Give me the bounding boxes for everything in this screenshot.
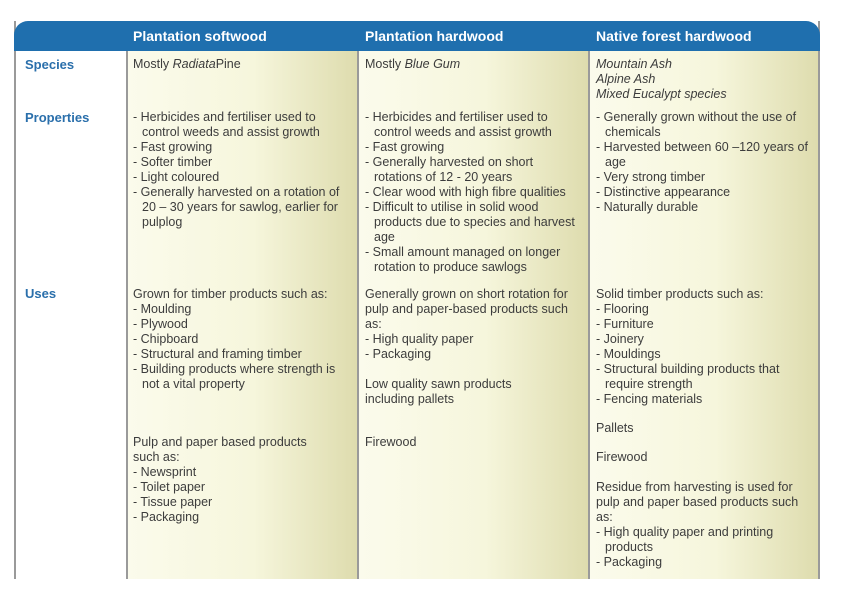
list-item: Fencing materials bbox=[596, 392, 808, 407]
header-plantation-softwood: Plantation softwood bbox=[133, 28, 267, 44]
uses-softwood-pulp: Pulp and paper based products such as: N… bbox=[133, 435, 333, 525]
uses-native-firewood: Firewood bbox=[596, 450, 648, 464]
uses-native-residue-intro: Residue from harvesting is used for pulp… bbox=[596, 480, 799, 524]
list-item: Difficult to utilise in solid wood produ… bbox=[365, 200, 578, 245]
uses-hardwood-sawn: Low quality sawn products including pall… bbox=[365, 377, 512, 406]
uses-native-intro: Solid timber products such as: bbox=[596, 287, 764, 301]
row-label-properties: Properties bbox=[25, 110, 90, 125]
list-item: Chipboard bbox=[133, 332, 351, 347]
species-native-item: Alpine Ash bbox=[596, 72, 656, 86]
list-item: Plywood bbox=[133, 317, 351, 332]
list-item: Moulding bbox=[133, 302, 351, 317]
list-item: Flooring bbox=[596, 302, 808, 317]
uses-hardwood-firewood: Firewood bbox=[365, 435, 417, 449]
column-divider bbox=[126, 51, 128, 579]
species-hardwood: Mostly Blue Gum bbox=[365, 57, 461, 71]
column-divider bbox=[357, 51, 359, 579]
list-item: Very strong timber bbox=[596, 170, 808, 185]
list-item: Structural and framing timber bbox=[133, 347, 351, 362]
list-item: Mouldings bbox=[596, 347, 808, 362]
uses-hardwood-intro: Generally grown on short rotation for pu… bbox=[365, 287, 568, 331]
list-item: Tissue paper bbox=[133, 495, 333, 510]
list-item: Structural building products that requir… bbox=[596, 362, 808, 392]
list-item: Naturally durable bbox=[596, 200, 808, 215]
properties-hardwood: Herbicides and fertiliser used to contro… bbox=[365, 110, 578, 275]
column-divider bbox=[588, 51, 590, 579]
list-item: Generally grown without the use of chemi… bbox=[596, 110, 808, 140]
list-item: Distinctive appearance bbox=[596, 185, 808, 200]
species-softwood: Mostly RadiataPine bbox=[133, 57, 241, 71]
header-native-forest-hardwood: Native forest hardwood bbox=[596, 28, 752, 44]
properties-native: Generally grown without the use of chemi… bbox=[596, 110, 808, 215]
uses-softwood: Grown for timber products such as: Mould… bbox=[133, 287, 351, 392]
list-item: Packaging bbox=[596, 555, 801, 570]
species-native-item: Mountain Ash bbox=[596, 57, 672, 71]
label-column bbox=[16, 51, 126, 579]
list-item: Herbicides and fertiliser used to contro… bbox=[365, 110, 578, 140]
list-item: High quality paper bbox=[365, 332, 583, 347]
list-item: Light coloured bbox=[133, 170, 348, 185]
uses-hardwood: Generally grown on short rotation for pu… bbox=[365, 287, 583, 362]
uses-softwood-pulp-intro: Pulp and paper based products such as: bbox=[133, 435, 307, 464]
species-native-item: Mixed Eucalypt species bbox=[596, 87, 727, 101]
list-item: Softer timber bbox=[133, 155, 348, 170]
list-item: Generally harvested on a rotation of 20 … bbox=[133, 185, 348, 230]
species-native: Mountain Ash Alpine Ash Mixed Eucalypt s… bbox=[596, 57, 811, 102]
list-item: High quality paper and printing products bbox=[596, 525, 801, 555]
properties-softwood: Herbicides and fertiliser used to contro… bbox=[133, 110, 348, 230]
list-item: Joinery bbox=[596, 332, 808, 347]
row-label-uses: Uses bbox=[25, 286, 57, 301]
list-item: Harvested between 60 –120 years of age bbox=[596, 140, 808, 170]
list-item: Herbicides and fertiliser used to contro… bbox=[133, 110, 348, 140]
list-item: Small amount managed on longer rotation … bbox=[365, 245, 578, 275]
row-label-species: Species bbox=[25, 57, 75, 72]
list-item: Clear wood with high fibre qualities bbox=[365, 185, 578, 200]
list-item: Furniture bbox=[596, 317, 808, 332]
list-item: Packaging bbox=[365, 347, 583, 362]
list-item: Toilet paper bbox=[133, 480, 333, 495]
header-plantation-hardwood: Plantation hardwood bbox=[365, 28, 504, 44]
table-header: Plantation softwood Plantation hardwood … bbox=[14, 21, 820, 51]
list-item: Packaging bbox=[133, 510, 333, 525]
uses-native-residue: Residue from harvesting is used for pulp… bbox=[596, 480, 801, 570]
uses-softwood-intro: Grown for timber products such as: bbox=[133, 287, 328, 301]
list-item: Generally harvested on short rotations o… bbox=[365, 155, 578, 185]
uses-native: Solid timber products such as: Flooring … bbox=[596, 287, 808, 407]
uses-native-pallets: Pallets bbox=[596, 421, 634, 435]
list-item: Fast growing bbox=[365, 140, 578, 155]
list-item: Fast growing bbox=[133, 140, 348, 155]
list-item: Building products where strength is not … bbox=[133, 362, 351, 392]
list-item: Newsprint bbox=[133, 465, 333, 480]
